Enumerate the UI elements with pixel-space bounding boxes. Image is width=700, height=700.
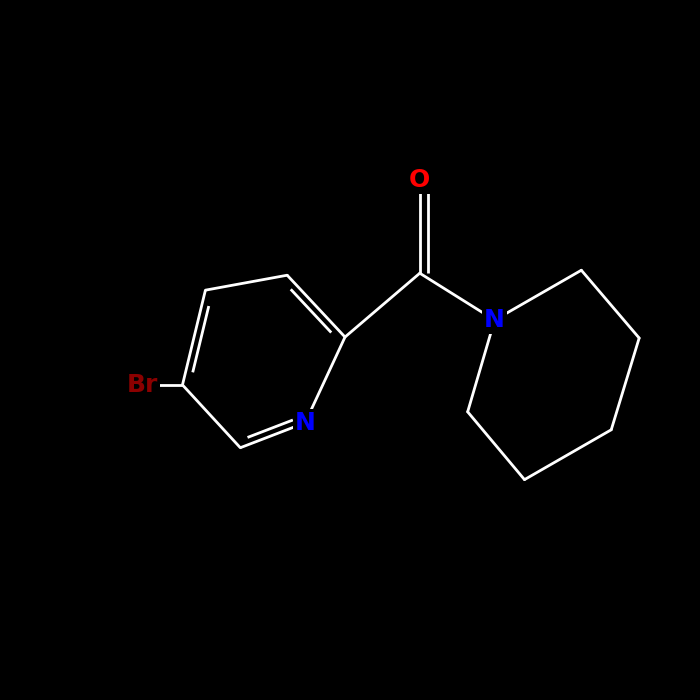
- Text: Br: Br: [126, 373, 158, 397]
- Text: O: O: [410, 169, 430, 192]
- Text: N: N: [484, 308, 505, 332]
- Text: N: N: [295, 411, 316, 435]
